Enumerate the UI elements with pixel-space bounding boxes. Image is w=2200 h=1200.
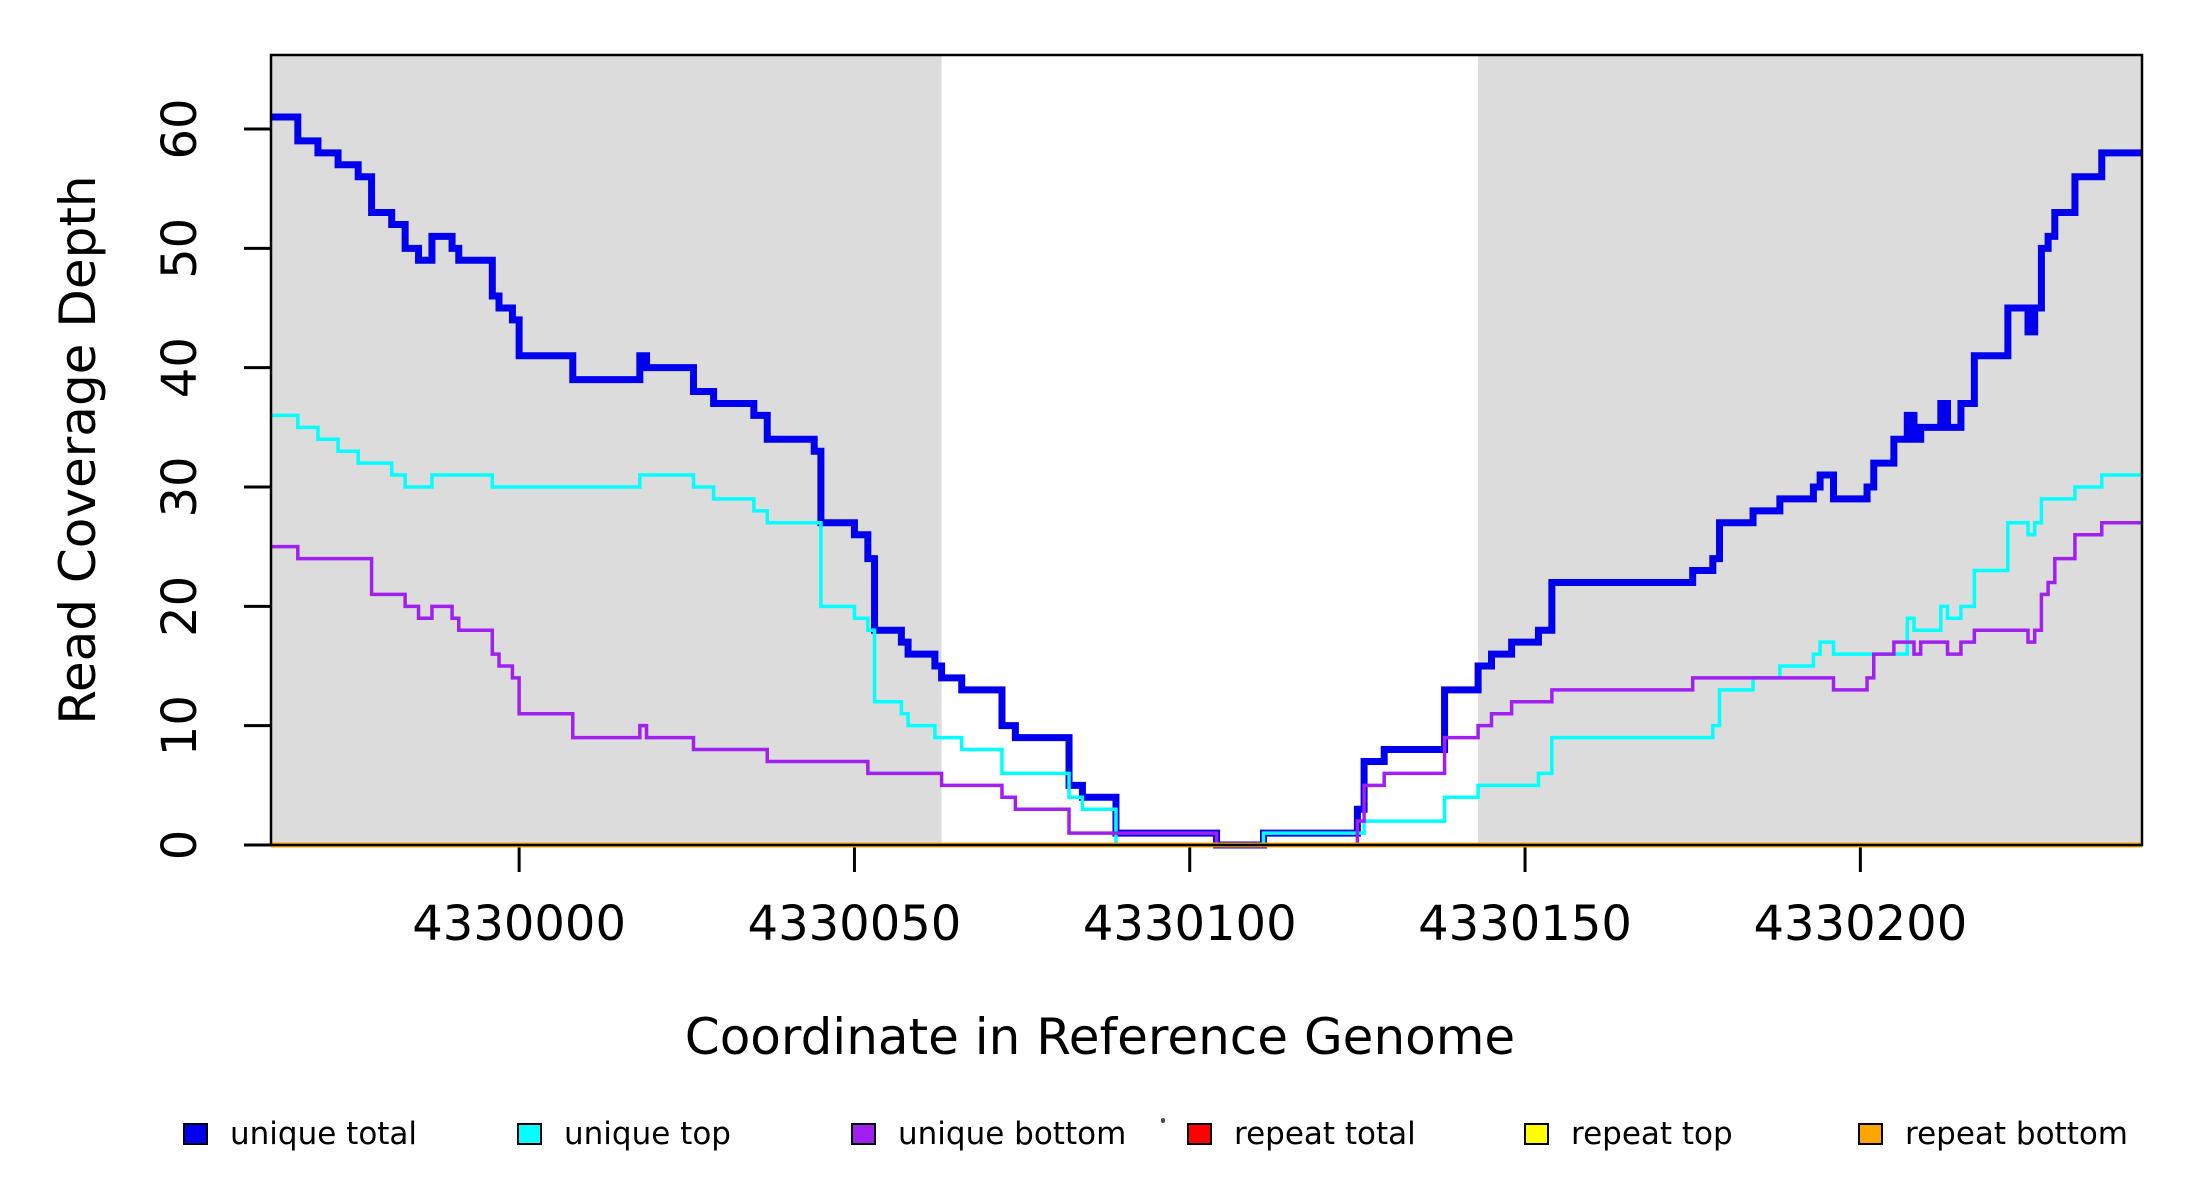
legend-item-repeat-top: repeat top xyxy=(1524,1112,1733,1156)
shaded-region xyxy=(1478,55,2142,845)
repeat-top-swatch-icon xyxy=(1524,1123,1549,1145)
y-tick-label: 20 xyxy=(152,576,208,637)
unique-total-swatch-icon xyxy=(183,1123,208,1145)
y-axis-title-text: Read Coverage Depth xyxy=(49,175,107,725)
legend-item-unique-bottom: unique bottom xyxy=(851,1112,1126,1156)
x-tick-label: 4330050 xyxy=(748,896,962,952)
legend-label: repeat bottom xyxy=(1905,1116,2129,1152)
legend-item-unique-top: unique top xyxy=(517,1112,731,1156)
repeat-bottom-swatch-icon xyxy=(1858,1123,1883,1145)
x-tick-label: 4330100 xyxy=(1083,896,1297,952)
x-tick-label: 4330150 xyxy=(1418,896,1632,952)
legend-label: repeat top xyxy=(1571,1116,1733,1152)
legend-item-unique-total: unique total xyxy=(183,1112,417,1156)
repeat-total-swatch-icon xyxy=(1187,1123,1212,1145)
y-tick-label: 10 xyxy=(152,695,208,756)
x-axis-title: Coordinate in Reference Genome xyxy=(684,1008,1516,1066)
legend-label: unique top xyxy=(564,1116,731,1152)
y-tick-label: 30 xyxy=(152,456,208,517)
y-tick-label: 50 xyxy=(152,218,208,279)
x-tick-label: 4330000 xyxy=(412,896,626,952)
unique-bottom-swatch-icon xyxy=(851,1123,876,1145)
y-tick-label: 60 xyxy=(152,98,208,159)
y-tick-label: 40 xyxy=(152,337,208,398)
legend-item-repeat-bottom: repeat bottom xyxy=(1858,1112,2128,1156)
x-tick-label: 4330200 xyxy=(1753,896,1967,952)
y-tick-label: 0 xyxy=(152,830,208,861)
stray-mark xyxy=(1161,1118,1165,1123)
legend-label: repeat total xyxy=(1234,1116,1416,1152)
legend-label: unique total xyxy=(230,1116,418,1152)
legend-item-repeat-total: repeat total xyxy=(1187,1112,1416,1156)
shaded-region xyxy=(271,55,942,845)
unique-top-swatch-icon xyxy=(517,1123,542,1145)
series-unique-bottom xyxy=(271,521,2142,847)
legend-label: unique bottom xyxy=(898,1116,1127,1152)
plot-box xyxy=(269,53,2144,847)
